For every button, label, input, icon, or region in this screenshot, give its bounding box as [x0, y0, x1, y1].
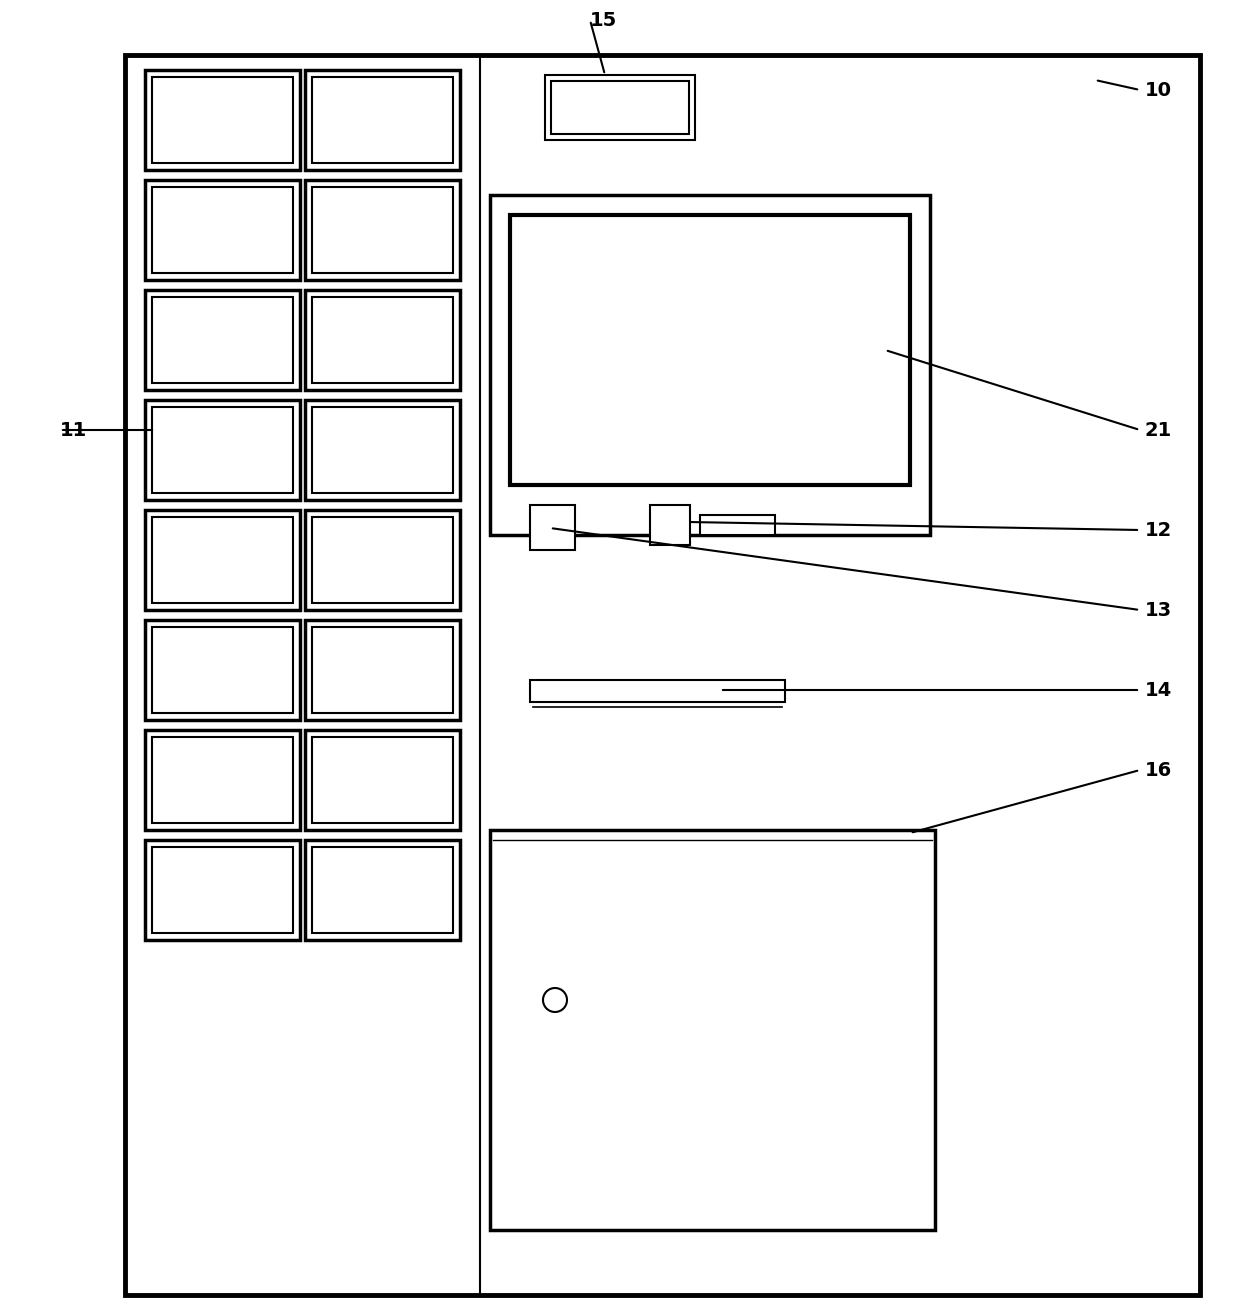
- Bar: [153, 77, 293, 164]
- Bar: [153, 517, 293, 603]
- Bar: [153, 737, 293, 823]
- Bar: [312, 187, 453, 274]
- Bar: [546, 75, 694, 140]
- Bar: [529, 505, 575, 550]
- Bar: [145, 291, 300, 390]
- Text: 16: 16: [1145, 761, 1172, 779]
- Bar: [305, 840, 460, 940]
- Bar: [312, 737, 453, 823]
- Bar: [145, 620, 300, 720]
- Bar: [305, 511, 460, 610]
- Bar: [529, 679, 785, 702]
- Bar: [153, 187, 293, 274]
- Text: 14: 14: [1145, 681, 1172, 699]
- Bar: [145, 401, 300, 500]
- Bar: [551, 81, 689, 134]
- Bar: [153, 407, 293, 493]
- Bar: [305, 401, 460, 500]
- Bar: [312, 77, 453, 164]
- Bar: [145, 840, 300, 940]
- Bar: [312, 297, 453, 384]
- Text: 13: 13: [1145, 601, 1172, 619]
- Bar: [312, 407, 453, 493]
- Bar: [145, 730, 300, 830]
- Text: 15: 15: [590, 10, 618, 30]
- Text: 21: 21: [1145, 420, 1172, 440]
- Bar: [701, 514, 775, 535]
- Bar: [312, 517, 453, 603]
- Bar: [153, 297, 293, 384]
- Bar: [145, 181, 300, 280]
- Bar: [125, 55, 1200, 1295]
- Bar: [153, 847, 293, 933]
- Bar: [490, 830, 935, 1230]
- Bar: [305, 69, 460, 170]
- Bar: [145, 69, 300, 170]
- Bar: [312, 627, 453, 713]
- Text: 11: 11: [60, 420, 87, 440]
- Bar: [490, 195, 930, 535]
- Bar: [305, 181, 460, 280]
- Bar: [510, 215, 910, 486]
- Bar: [153, 627, 293, 713]
- Bar: [305, 291, 460, 390]
- Bar: [650, 505, 689, 545]
- Bar: [305, 730, 460, 830]
- Bar: [145, 511, 300, 610]
- Bar: [305, 620, 460, 720]
- Text: 10: 10: [1145, 80, 1172, 99]
- Text: 12: 12: [1145, 521, 1172, 539]
- Bar: [312, 847, 453, 933]
